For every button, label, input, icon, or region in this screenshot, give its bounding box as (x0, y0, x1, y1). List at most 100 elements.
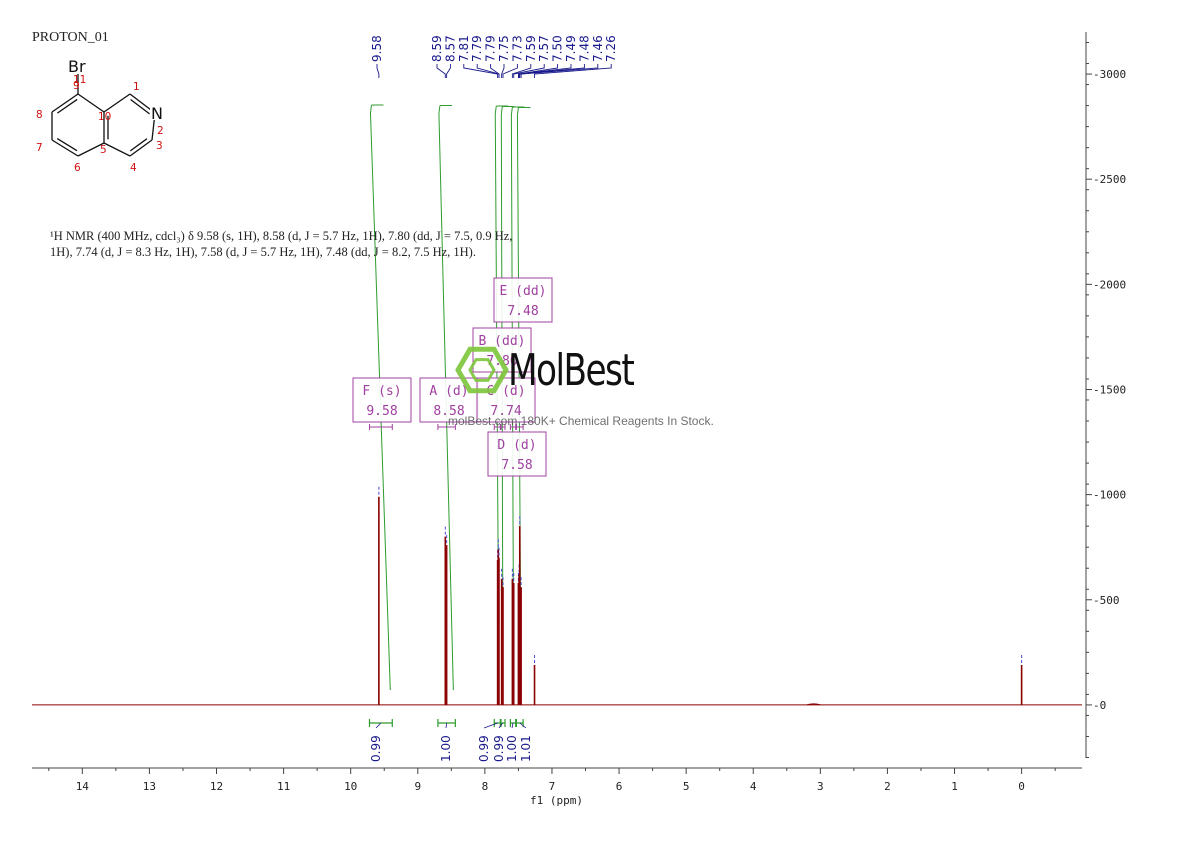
integral-leader (375, 722, 382, 729)
multiplet-range (509, 424, 517, 430)
watermark-brand: MolBest (508, 345, 635, 396)
hexagon-inner-icon (468, 358, 496, 382)
multiplet-range (499, 424, 506, 430)
multiplet-name: D (d) (497, 438, 536, 453)
y-tick-label: -1000 (1093, 489, 1126, 502)
multiplet-frame (352, 377, 412, 423)
multiplet-shift: 7.74 (490, 404, 521, 419)
multiplet-name: E (dd) (500, 284, 547, 299)
peak-label: 7.59 (524, 35, 538, 62)
multiplet-range (515, 424, 524, 430)
peak-label-leader (501, 64, 505, 78)
x-tick-label: 3 (817, 780, 824, 793)
nitrogen-label: N (151, 104, 163, 123)
spectrum (32, 486, 1082, 706)
y-tick-label: -500 (1093, 594, 1120, 607)
x-tick-label: 0 (1018, 780, 1025, 793)
double-bond (129, 138, 148, 152)
n-atom-bg (150, 104, 164, 120)
peak-label: 8.57 (443, 35, 457, 62)
atom-number: 1 (133, 81, 140, 93)
x-tick-label: 6 (616, 780, 623, 793)
peak-label: 7.49 (564, 35, 578, 62)
peak-label: 7.79 (470, 35, 484, 62)
integrals: 0.99 1.00 0.99 0.99 1.00 1.01 (368, 719, 533, 762)
peak-label: 7.75 (497, 35, 511, 62)
atom-number: 6 (74, 162, 81, 174)
integral-curve (369, 104, 391, 691)
integral: 0.99 (492, 719, 506, 762)
multiplet-box: E (dd) 7.48 (493, 277, 553, 430)
atom-number: 7 (36, 142, 43, 154)
peak-label-leader (502, 64, 518, 78)
bond (51, 139, 79, 157)
integral-value: 1.00 (439, 735, 453, 762)
multiplet-shift: 9.58 (366, 404, 397, 419)
multiplet-box: C (d)7.74 (476, 377, 536, 430)
peak-label: 8.59 (430, 35, 444, 62)
integral-curve (516, 107, 531, 691)
y-tick-label: -3000 (1093, 68, 1126, 81)
peak-label-leader (517, 64, 559, 78)
y-tick-label: -1500 (1093, 383, 1126, 396)
peak-label-leader (513, 64, 545, 78)
baseline-bump (806, 703, 821, 706)
atom-number: 10 (98, 111, 111, 123)
peak-label-leader (436, 64, 446, 78)
integral-value: 1.01 (519, 735, 533, 762)
atom-number: 11 (73, 74, 86, 86)
integral: 1.01 (515, 719, 533, 762)
peak-label: 7.79 (484, 35, 498, 62)
peak-label: 7.48 (577, 35, 591, 62)
integral-bracket (509, 719, 517, 727)
bond (77, 142, 105, 157)
watermark-tagline: molBest.com 180K+ Chemical Reagents In S… (448, 414, 714, 428)
integral-value: 0.99 (369, 735, 383, 762)
x-tick-label: 12 (210, 780, 223, 793)
molbest-logo-icon (455, 346, 509, 394)
peak-label-leader (463, 64, 499, 78)
x-axis-label: f1 (ppm) (530, 794, 583, 807)
x-tick-label: 4 (750, 780, 757, 793)
integral-curves (369, 104, 531, 691)
multiplet-range (437, 424, 456, 430)
atom-number: 8 (36, 109, 43, 121)
peak-label: 7.57 (537, 35, 551, 62)
description-line-1: ¹H NMR (400 MHz, cdcl₃) δ 9.58 (s, 1H), … (50, 229, 513, 243)
atom-number: 4 (130, 162, 137, 174)
x-tick-label: 2 (884, 780, 891, 793)
multiplet-box: D (d) 7.58 (487, 424, 547, 477)
y-tick-label: -0 (1093, 699, 1106, 712)
peak-label: 7.73 (510, 35, 524, 62)
nmr-description: ¹H NMR (400 MHz, cdcl₃) δ 9.58 (s, 1H), … (50, 228, 512, 260)
peak-label-leader (534, 64, 612, 78)
integral-leader (511, 722, 514, 729)
multiplet-frame (487, 431, 547, 477)
peak-labels: 9.58 8.59 8.57 7.81 7.79 7.79 7.75 7.73 7.59 7.57… (370, 35, 618, 78)
peak-label-leader (518, 64, 572, 78)
x-tick-label: 9 (414, 780, 421, 793)
integral: 0.99 (368, 719, 393, 762)
peak-label-leader (519, 64, 585, 78)
x-tick-label: 14 (76, 780, 90, 793)
integral-bracket (368, 719, 393, 727)
atom-number: 5 (100, 144, 107, 156)
x-tick-label: 7 (549, 780, 556, 793)
peak-label: 9.58 (370, 35, 384, 62)
integral-curve (500, 106, 515, 691)
bond (51, 93, 79, 113)
multiplet-name: B (dd) (479, 334, 526, 349)
multiplet-box: A (d) 8.58 (419, 377, 479, 430)
peak-label-leader (511, 64, 532, 78)
integral-value: 0.99 (492, 735, 506, 762)
atom-number: 3 (156, 140, 163, 152)
x-tick-label: 13 (143, 780, 156, 793)
integral-leader (445, 722, 448, 729)
peak-label: 7.50 (551, 35, 565, 62)
multiplet-shift: 7.58 (501, 458, 532, 473)
integral-leader (519, 722, 527, 729)
description-line-2: 1H), 7.74 (d, J = 8.3 Hz, 1H), 7.58 (d, … (50, 245, 476, 259)
multiplet-range (368, 424, 393, 430)
bond (103, 142, 131, 157)
